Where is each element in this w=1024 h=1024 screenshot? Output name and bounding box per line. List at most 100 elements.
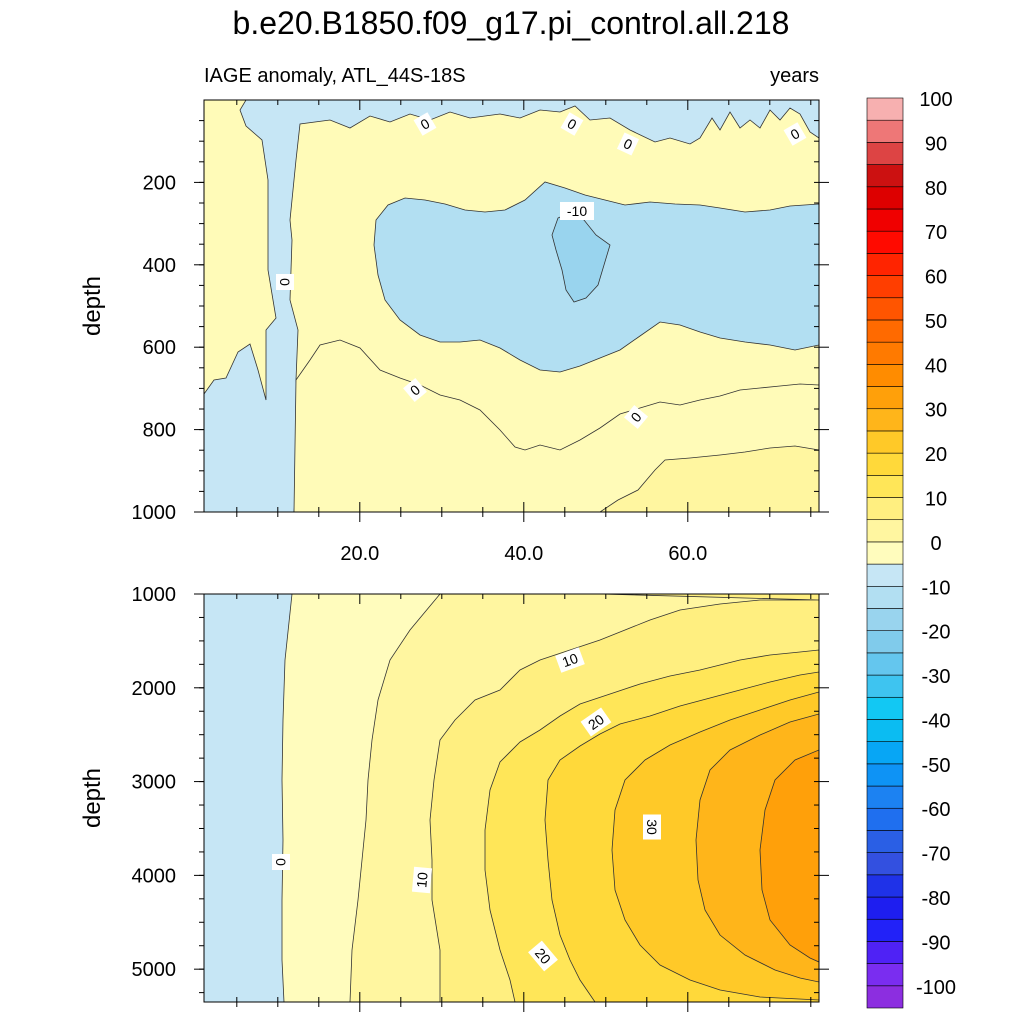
colorbar-box <box>866 741 904 765</box>
colorbar-box <box>866 164 904 188</box>
top-contour-label: 0 <box>616 132 640 156</box>
colorbar-box <box>866 674 904 698</box>
top-contour-labels: 0 0 0 0 -10 0 0 0 <box>276 112 807 429</box>
colorbar-label: -50 <box>922 755 951 777</box>
colorbar-box <box>866 97 904 121</box>
top-y-axis-label: depth <box>79 276 106 336</box>
colorbar-box <box>866 719 904 742</box>
top-y-tick-label: 200 <box>143 172 176 194</box>
top-y-tick-label: 1000 <box>132 502 177 524</box>
bottom-contour-label-text: 30 <box>644 819 660 835</box>
colorbar-label: 40 <box>925 355 947 377</box>
colorbar-box <box>866 763 904 787</box>
colorbar-box <box>866 475 904 498</box>
bottom-y-axis-label: depth <box>79 768 106 828</box>
top-y-tick-label: 800 <box>143 420 176 442</box>
top-panel: 0 0 0 0 -10 0 0 0 20.0 40.0 60.0 200 400 600 800 1000… <box>79 99 829 565</box>
bottom-y-tick-label: 4000 <box>132 865 177 887</box>
chart-subtitle-left: IAGE anomaly, ATL_44S-18S <box>204 65 466 87</box>
bottom-contour-label: 20 <box>528 940 558 972</box>
colorbar-box <box>866 142 904 165</box>
colorbar-label: 100 <box>919 89 952 111</box>
top-contour-label-bg <box>783 122 807 146</box>
colorbar-box <box>866 896 904 920</box>
top-x-tick-label: 40.0 <box>504 543 543 565</box>
top-x-axis: 20.0 40.0 60.0 <box>236 100 812 565</box>
bottom-contour-label-bg <box>528 940 558 972</box>
colorbar-box <box>866 230 904 254</box>
top-region-negative <box>204 100 819 512</box>
top-contour-label: 0 <box>276 274 294 290</box>
colorbar-label: 90 <box>925 133 947 155</box>
colorbar-box <box>866 253 904 276</box>
colorbar-box <box>866 297 904 321</box>
colorbar-box <box>866 497 904 521</box>
top-y-axis: 200 400 600 800 1000 <box>132 120 829 524</box>
bottom-contour-label-text: 10 <box>560 650 580 670</box>
bottom-contour-label: 10 <box>411 866 433 894</box>
top-contour-label: 0 <box>413 112 437 136</box>
colorbar-box <box>866 630 904 654</box>
colorbar-box <box>866 341 904 365</box>
bottom-y-tick-label: 1000 <box>132 584 177 606</box>
bottom-contour-label-bg <box>411 866 433 894</box>
colorbar-label: -40 <box>922 710 951 732</box>
bottom-contour-label-bg <box>555 647 585 673</box>
colorbar-box <box>866 452 904 476</box>
top-contour-label: -10 <box>560 202 594 220</box>
top-contour-label: 0 <box>783 122 807 146</box>
colorbar-box <box>866 208 904 232</box>
colorbar-box <box>866 364 904 387</box>
colorbar-label: 20 <box>925 444 947 466</box>
bottom-contour-label: 10 <box>555 647 585 673</box>
top-contour-label-bg <box>276 274 294 290</box>
bottom-panel: 10 20 30 0 10 20 1000 2000 3000 4000 5000 depth <box>79 584 829 1012</box>
bottom-panel-frame <box>203 593 820 1003</box>
colorbar-box <box>866 541 904 565</box>
colorbar-label: -30 <box>922 666 951 688</box>
colorbar-box <box>866 319 904 343</box>
colorbar-box <box>866 563 904 587</box>
colorbar-label: -90 <box>922 932 951 954</box>
colorbar-box <box>866 785 904 809</box>
bottom-x-axis <box>236 594 812 1012</box>
colorbar-box <box>866 186 904 210</box>
top-x-tick-label: 20.0 <box>340 543 379 565</box>
top-x-tick-label: 60.0 <box>668 543 707 565</box>
top-contour-label-bg <box>560 112 584 136</box>
bottom-contour-label-text: 10 <box>413 871 430 888</box>
bottom-contour-label-text: 0 <box>273 858 289 866</box>
colorbar-label: 10 <box>925 489 947 511</box>
bottom-region-35 <box>759 749 819 963</box>
colorbar-box <box>866 608 904 631</box>
colorbar-box <box>866 941 904 964</box>
colorbar-box <box>866 807 904 831</box>
colorbar-box <box>866 874 904 898</box>
colorbar-box <box>866 585 904 609</box>
top-y-tick-label: 600 <box>143 337 176 359</box>
top-y-tick-label: 400 <box>143 255 176 277</box>
top-contour-label-text: 0 <box>277 278 293 286</box>
bottom-y-tick-label: 3000 <box>132 772 177 794</box>
colorbar-label: 80 <box>925 178 947 200</box>
chart-title: b.e20.B1850.f09_g17.pi_control.all.218 <box>233 5 790 41</box>
colorbar-label: 60 <box>925 267 947 289</box>
bottom-contour-label: 20 <box>580 707 612 737</box>
colorbar-label: -100 <box>916 977 956 999</box>
top-contour-label-bg <box>616 132 640 156</box>
top-contour-label-bg <box>413 112 437 136</box>
chart-subtitle-right: years <box>770 65 819 87</box>
top-contour-label-bg <box>623 405 649 429</box>
colorbar-box <box>866 386 904 410</box>
colorbar-label: -10 <box>922 577 951 599</box>
colorbar-box <box>866 275 904 299</box>
colorbar-box <box>866 985 904 1009</box>
colorbar-box <box>866 408 904 432</box>
top-contour-label: 0 <box>623 405 649 429</box>
bottom-contour-label: 30 <box>643 814 661 840</box>
top-region-minus15 <box>551 211 611 303</box>
top-contour-label: 0 <box>560 112 584 136</box>
colorbar-box <box>866 430 904 454</box>
bottom-contour-label: 0 <box>272 854 290 870</box>
